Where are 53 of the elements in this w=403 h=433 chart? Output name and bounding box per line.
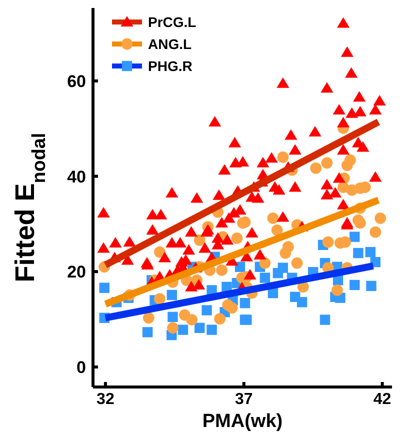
legend-label: PHG.R <box>148 58 192 74</box>
point <box>214 313 226 325</box>
x-axis-title: PMA(wk) <box>202 411 283 432</box>
y-tick-label: 0 <box>76 358 86 377</box>
point <box>350 232 360 242</box>
point <box>231 232 243 244</box>
y-tick-label: 60 <box>67 72 86 91</box>
x-tick-label: 37 <box>234 391 253 408</box>
point <box>99 282 110 293</box>
point <box>374 212 386 224</box>
point <box>366 280 376 292</box>
point <box>321 157 333 169</box>
point <box>365 246 376 258</box>
point <box>167 322 178 334</box>
y-tick-label: 40 <box>67 167 86 186</box>
point <box>178 324 188 335</box>
x-tick-label: 42 <box>373 391 392 408</box>
point <box>206 324 217 335</box>
y-tick-label: 20 <box>67 262 86 282</box>
point <box>278 262 288 273</box>
x-tick-label: 32 <box>96 391 114 408</box>
point <box>280 247 292 259</box>
point <box>168 312 178 322</box>
point <box>260 272 270 283</box>
point <box>194 322 205 333</box>
point <box>331 284 343 296</box>
point <box>352 214 364 226</box>
point <box>267 212 279 224</box>
point <box>226 302 238 314</box>
point <box>277 152 289 163</box>
point <box>259 257 271 269</box>
point <box>296 297 308 308</box>
point <box>166 290 178 300</box>
point <box>186 314 198 326</box>
point <box>202 305 212 316</box>
point <box>370 226 382 238</box>
point <box>322 236 334 248</box>
point <box>194 234 206 246</box>
legend-label: ANG.L <box>148 36 192 52</box>
point <box>271 224 283 236</box>
point <box>142 312 154 324</box>
point <box>353 248 364 258</box>
point <box>154 246 166 258</box>
point <box>154 293 166 305</box>
point <box>240 298 250 308</box>
point <box>341 160 353 172</box>
point <box>350 280 360 290</box>
point <box>216 264 228 276</box>
point <box>142 327 153 338</box>
point <box>310 162 322 174</box>
point <box>291 257 303 269</box>
legend-label: PrCG.L <box>148 14 197 30</box>
point <box>320 314 330 325</box>
